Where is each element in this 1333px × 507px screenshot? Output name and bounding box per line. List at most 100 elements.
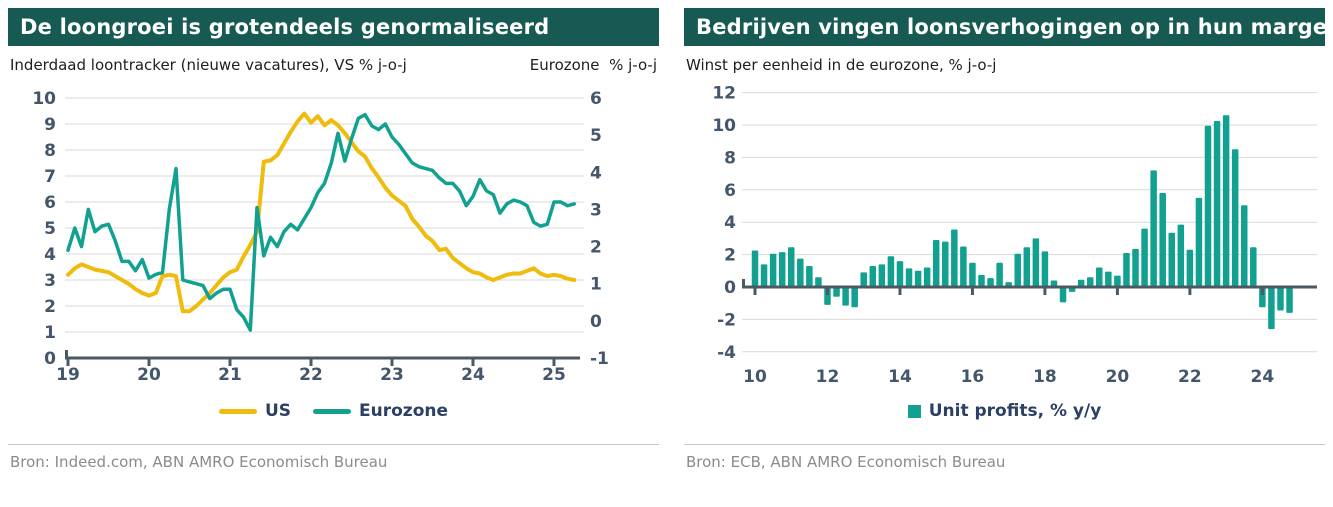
unit-profit-bar: [1240, 205, 1248, 287]
right-y-label: 2: [590, 238, 602, 258]
unit-profit-bar: [905, 268, 913, 287]
unit-profit-bar: [760, 264, 768, 287]
x-year-label: 21: [218, 365, 242, 385]
left-source-text: Bron: Indeed.com, ABN AMRO Economisch Bu…: [10, 453, 388, 471]
left-y-label: 4: [44, 245, 56, 265]
unit-profit-bar: [878, 264, 886, 287]
unit-profit-bar: [914, 270, 922, 287]
unit-profit-bar: [1195, 197, 1203, 287]
x-year-label: 23: [380, 365, 404, 385]
unit-profit-bar: [1014, 253, 1021, 287]
unit-profit-bar: [923, 267, 931, 287]
right-source-text: Bron: ECB, ABN AMRO Economisch Bureau: [686, 453, 1006, 471]
panel-wage-growth: De loongroei is grotendeels genormalisee…: [8, 8, 659, 471]
unit-profit-bar: [1268, 287, 1275, 330]
unit-profit-bar: [1186, 249, 1194, 287]
unit-profit-bar: [1050, 280, 1058, 287]
left-y-label: 3: [44, 271, 56, 291]
right-y-label: 6: [590, 89, 602, 109]
x-year-label: 12: [816, 367, 840, 387]
left-y-label: 8: [44, 141, 56, 161]
unit-profit-bar: [896, 261, 904, 287]
right-chart-caption: Winst per eenheid in de eurozone, % j-o-…: [686, 56, 997, 74]
y-label: 0: [724, 278, 736, 298]
legend-label-unit-profits: Unit profits, % y/y: [928, 401, 1102, 421]
unit-profit-bar: [887, 256, 895, 287]
x-year-label: 20: [137, 365, 161, 385]
right-y-label: -1: [590, 349, 609, 369]
x-year-label: 16: [961, 367, 985, 387]
unit-profit-bar: [1086, 277, 1094, 287]
unit-profit-bar: [860, 272, 867, 287]
y-label: 8: [724, 148, 736, 168]
line-chart-legend: US Eurozone: [8, 398, 659, 424]
unit-profit-bar: [951, 229, 958, 287]
page: De loongroei is grotendeels genormalisee…: [8, 8, 1325, 471]
legend-label-eurozone: Eurozone: [359, 401, 449, 421]
right-axis-caption: Eurozone % j-o-j: [529, 56, 657, 74]
unit-profit-bar: [1159, 193, 1166, 287]
unit-profit-bar: [1059, 287, 1067, 303]
left-footer-divider: [8, 444, 659, 445]
us-line-swatch: [218, 408, 257, 414]
unit-profit-bar: [869, 265, 877, 287]
unit-profit-bar: [1123, 252, 1130, 287]
unit-profit-bar: [1250, 247, 1257, 287]
unit-profit-bar: [1277, 287, 1284, 311]
unit-profit-bar: [815, 277, 822, 287]
unit-profit-bar: [806, 265, 813, 287]
wage-growth-line-chart: 0 1 2 3 4 5 6 7 8 9 10 -1 0 1 2 3 4 5 6 19 20 21 22 23 24 25: [8, 86, 659, 396]
left-y-label: 0: [44, 349, 56, 369]
right-y-label: 3: [590, 200, 602, 220]
unit-profit-bar: [1105, 271, 1112, 287]
x-year-label: 25: [542, 365, 566, 385]
unit-profit-bar: [932, 240, 940, 287]
x-year-label: 22: [1178, 367, 1202, 387]
unit-profit-bar: [1032, 238, 1040, 287]
right-y-label: 4: [590, 163, 602, 183]
x-year-label: 22: [299, 365, 323, 385]
y-label: 12: [712, 86, 736, 104]
unit-profit-bar: [1168, 232, 1176, 287]
right-y-label: 1: [590, 275, 602, 295]
unit-profit-bar: [1132, 248, 1139, 287]
left-y-label: 9: [44, 115, 56, 135]
y-label: 10: [712, 116, 736, 136]
unit-profit-bar: [969, 262, 976, 287]
unit-profit-bar: [1231, 149, 1239, 287]
unit-profit-bar: [797, 258, 804, 287]
unit-profits-bar-chart: -4 -2 0 2 4 6 8 10 12 10 12 14 16 18 20 22 24: [684, 86, 1325, 396]
right-chart-title: Bedrijven vingen loonsverhogingen op in …: [684, 8, 1325, 46]
x-year-label: 10: [743, 367, 767, 387]
unit-profit-bar: [1077, 279, 1085, 287]
unit-profit-bar: [1041, 251, 1049, 287]
x-year-label: 14: [888, 367, 912, 387]
y-label: -4: [717, 343, 736, 363]
left-chart-title: De loongroei is grotendeels genormalisee…: [8, 8, 659, 46]
unit-profit-bar: [1286, 287, 1293, 313]
unit-profit-bar: [1023, 247, 1031, 287]
y-label: 2: [724, 246, 736, 266]
left-y-label: 1: [44, 323, 56, 343]
unit-profit-bar: [1114, 275, 1121, 287]
unit-profit-bar: [1096, 267, 1103, 287]
legend-item-unit-profits: Unit profits, % y/y: [907, 401, 1102, 421]
eurozone-line-swatch: [313, 408, 352, 414]
eurozone-line: [66, 112, 577, 332]
x-year-label: 20: [1106, 367, 1130, 387]
x-year-label: 19: [56, 365, 80, 385]
x-year-label: 24: [461, 365, 485, 385]
legend-item-eurozone: Eurozone: [313, 401, 448, 421]
unit-profit-bar: [1259, 287, 1266, 308]
right-chart-subtitle-row: Winst per eenheid in de eurozone, % j-o-…: [684, 56, 1325, 76]
y-label: 4: [724, 213, 736, 233]
left-y-label: 2: [44, 297, 56, 317]
unit-profit-bar: [987, 278, 994, 287]
y-label: -2: [717, 310, 736, 330]
left-axis-caption: Inderdaad loontracker (nieuwe vacatures)…: [10, 56, 407, 74]
legend-item-us: US: [218, 401, 291, 421]
bar-chart-legend: Unit profits, % y/y: [684, 398, 1325, 424]
unit-profits-swatch: [907, 404, 921, 418]
